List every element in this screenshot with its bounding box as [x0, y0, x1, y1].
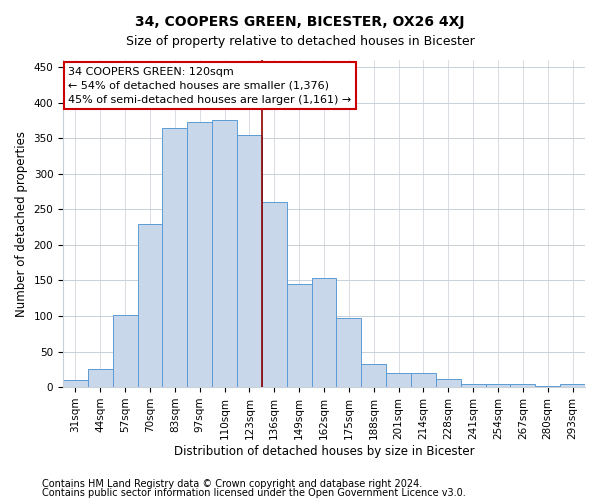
Text: Size of property relative to detached houses in Bicester: Size of property relative to detached ho… — [125, 35, 475, 48]
Bar — [113, 316, 137, 387]
Bar — [461, 384, 485, 387]
X-axis label: Distribution of detached houses by size in Bicester: Distribution of detached houses by size … — [174, 444, 475, 458]
Bar — [88, 368, 113, 387]
Text: 34 COOPERS GREEN: 120sqm
← 54% of detached houses are smaller (1,376)
45% of sem: 34 COOPERS GREEN: 120sqm ← 54% of detach… — [68, 66, 352, 104]
Bar — [436, 380, 461, 387]
Text: Contains HM Land Registry data © Crown copyright and database right 2024.: Contains HM Land Registry data © Crown c… — [42, 479, 422, 489]
Bar — [337, 318, 361, 387]
Bar — [237, 134, 262, 387]
Bar — [163, 128, 187, 387]
Bar — [485, 384, 511, 387]
Bar — [560, 384, 585, 387]
Text: Contains public sector information licensed under the Open Government Licence v3: Contains public sector information licen… — [42, 488, 466, 498]
Bar — [187, 122, 212, 387]
Bar — [411, 373, 436, 387]
Bar — [63, 380, 88, 387]
Text: 34, COOPERS GREEN, BICESTER, OX26 4XJ: 34, COOPERS GREEN, BICESTER, OX26 4XJ — [135, 15, 465, 29]
Bar — [386, 373, 411, 387]
Bar — [137, 224, 163, 387]
Bar — [535, 386, 560, 387]
Bar — [212, 120, 237, 387]
Bar — [511, 384, 535, 387]
Bar — [311, 278, 337, 387]
Y-axis label: Number of detached properties: Number of detached properties — [15, 130, 28, 316]
Bar — [287, 284, 311, 387]
Bar — [361, 364, 386, 387]
Bar — [262, 202, 287, 387]
